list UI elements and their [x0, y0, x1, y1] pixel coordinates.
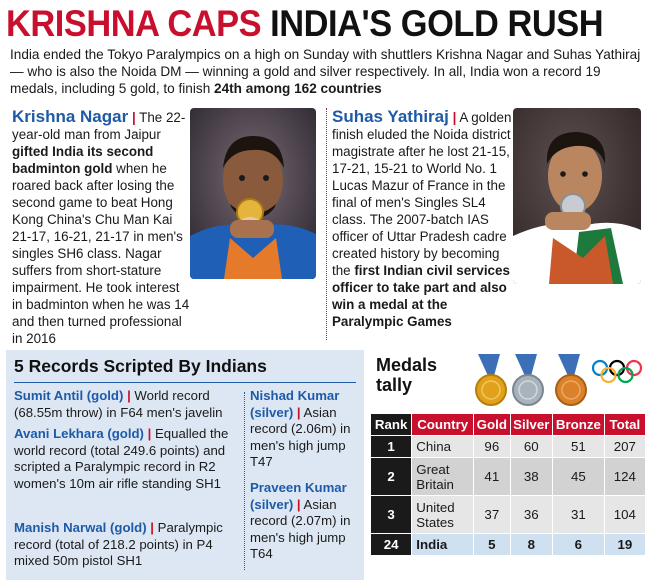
cell-gold: 5 [473, 533, 511, 556]
records-title: 5 Records Scripted By Indians [14, 356, 267, 376]
olympic-rings-icon [591, 359, 643, 384]
cell-silver: 8 [509, 533, 554, 556]
col-header-bronze: Bronze [552, 413, 605, 436]
record-sep: | [296, 496, 301, 512]
suhas-photo-art [513, 108, 641, 284]
krishna-bold: gifted India its second badminton gold [12, 144, 154, 176]
krishna-bio: Krishna Nagar | The 22-year-old man from… [12, 108, 190, 347]
record-athlete: Sumit Antil (gold) [14, 388, 124, 403]
cell-country: India [411, 533, 475, 556]
cell-total: 207 [603, 435, 647, 458]
record-athlete: Manish Narwal (gold) [14, 520, 147, 535]
silver-medal-icon [512, 354, 544, 406]
medal-icons-row [475, 354, 643, 406]
record-sep: | [150, 520, 154, 535]
krishna-nagar-photo [190, 108, 316, 279]
table-row: 3 United States 37 36 31 104 [369, 495, 647, 534]
col-header-gold: Gold [473, 413, 511, 436]
medals-title-line2: tally [376, 375, 413, 395]
intro-paragraph: India ended the Tokyo Paralympics on a h… [10, 46, 642, 97]
record-sep: | [147, 426, 152, 441]
cell-bronze: 6 [552, 533, 605, 556]
record-item: Nishad Kumar (silver) | Asian record (2.… [250, 388, 360, 471]
cell-gold: 96 [473, 435, 511, 458]
headline-dark: INDIA'S GOLD RUSH [270, 3, 604, 44]
cell-country: United States [411, 495, 475, 534]
cell-total: 19 [603, 533, 647, 556]
cell-rank: 2 [369, 457, 413, 496]
record-athlete: Praveen Kumar (silver) [250, 480, 347, 512]
table-row: 1 China 96 60 51 207 [369, 435, 647, 458]
krishna-text-1: The 22-year-old man from Jaipur [12, 110, 186, 142]
bronze-medal-icon [555, 354, 587, 406]
table-header-row: Rank Country Gold Silver Bronze Total [369, 413, 647, 436]
suhas-bold: first Indian civil services officer to t… [332, 263, 510, 329]
table-row: 2 Great Britain 41 38 45 124 [369, 457, 647, 496]
intro-bold: 24th among 162 countries [214, 81, 382, 96]
records-column-divider [244, 392, 245, 570]
cell-bronze: 31 [552, 495, 605, 534]
krishna-photo-art [190, 108, 316, 279]
intro-text: India ended the Tokyo Paralympics on a h… [10, 47, 641, 96]
cell-bronze: 45 [552, 457, 605, 496]
headline-red: KRISHNA CAPS [6, 3, 271, 44]
record-text: Paralympic record (total of 218.2 points… [14, 520, 223, 569]
suhas-bio: Suhas Yathiraj | A golden finish eluded … [332, 108, 512, 330]
record-sep: | [296, 404, 301, 420]
records-panel: 5 Records Scripted By Indians Sumit Anti… [6, 350, 364, 580]
medals-tally-table: Rank Country Gold Silver Bronze Total 1 … [369, 413, 647, 556]
krishna-text-2: when he roared back after losing the sec… [12, 161, 190, 346]
cell-country: Great Britain [411, 457, 475, 496]
records-rule [14, 382, 356, 383]
suhas-name: Suhas Yathiraj [332, 107, 449, 126]
record-athlete: Avani Lekhara (gold) [14, 426, 144, 441]
cell-total: 104 [603, 495, 647, 534]
col-header-rank: Rank [369, 413, 413, 436]
cell-total: 124 [603, 457, 647, 496]
headline: KRISHNA CAPS INDIA'S GOLD RUSH [6, 2, 604, 46]
record-athlete: Nishad Kumar (silver) [250, 388, 340, 420]
cell-rank: 3 [369, 495, 413, 534]
col-header-silver: Silver [509, 413, 554, 436]
record-sep: | [127, 388, 131, 403]
cell-rank: 1 [369, 435, 413, 458]
cell-bronze: 51 [552, 435, 605, 458]
krishna-sep: | [131, 110, 136, 125]
medals-title-line1: Medals [376, 355, 438, 375]
krishna-name: Krishna Nagar [12, 107, 129, 126]
record-text: Asian record (2.06m) in men's high jump … [250, 404, 351, 470]
record-item: Manish Narwal (gold) | Paralympic record… [14, 520, 240, 570]
record-item: Sumit Antil (gold) | World record (68.55… [14, 388, 240, 421]
cell-gold: 37 [473, 495, 511, 534]
table-row: 24 India 5 8 6 19 [369, 533, 647, 556]
record-item: Avani Lekhara (gold) | Equalled the worl… [14, 426, 240, 492]
bios-divider [326, 108, 327, 340]
suhas-yathiraj-photo [513, 108, 641, 284]
record-text: Equalled the world record (total 249.6 p… [14, 426, 229, 491]
suhas-sep: | [452, 110, 457, 125]
record-item: Praveen Kumar (silver) | Asian record (2… [250, 480, 360, 563]
col-header-country: Country [411, 413, 475, 436]
suhas-text-1: A golden finish eluded the Noida distric… [332, 110, 512, 278]
cell-gold: 41 [473, 457, 511, 496]
cell-country: China [411, 435, 475, 458]
cell-silver: 38 [509, 457, 554, 496]
col-header-total: Total [603, 413, 647, 436]
cell-silver: 60 [509, 435, 554, 458]
cell-silver: 36 [509, 495, 554, 534]
record-text: World record (68.55m throw) in F64 men's… [14, 388, 223, 420]
medals-tally-title: Medals tally [376, 355, 437, 395]
gold-medal-icon [475, 354, 507, 406]
cell-rank: 24 [369, 533, 413, 556]
record-text: Asian record (2.07m) in men's high jump … [250, 496, 351, 562]
